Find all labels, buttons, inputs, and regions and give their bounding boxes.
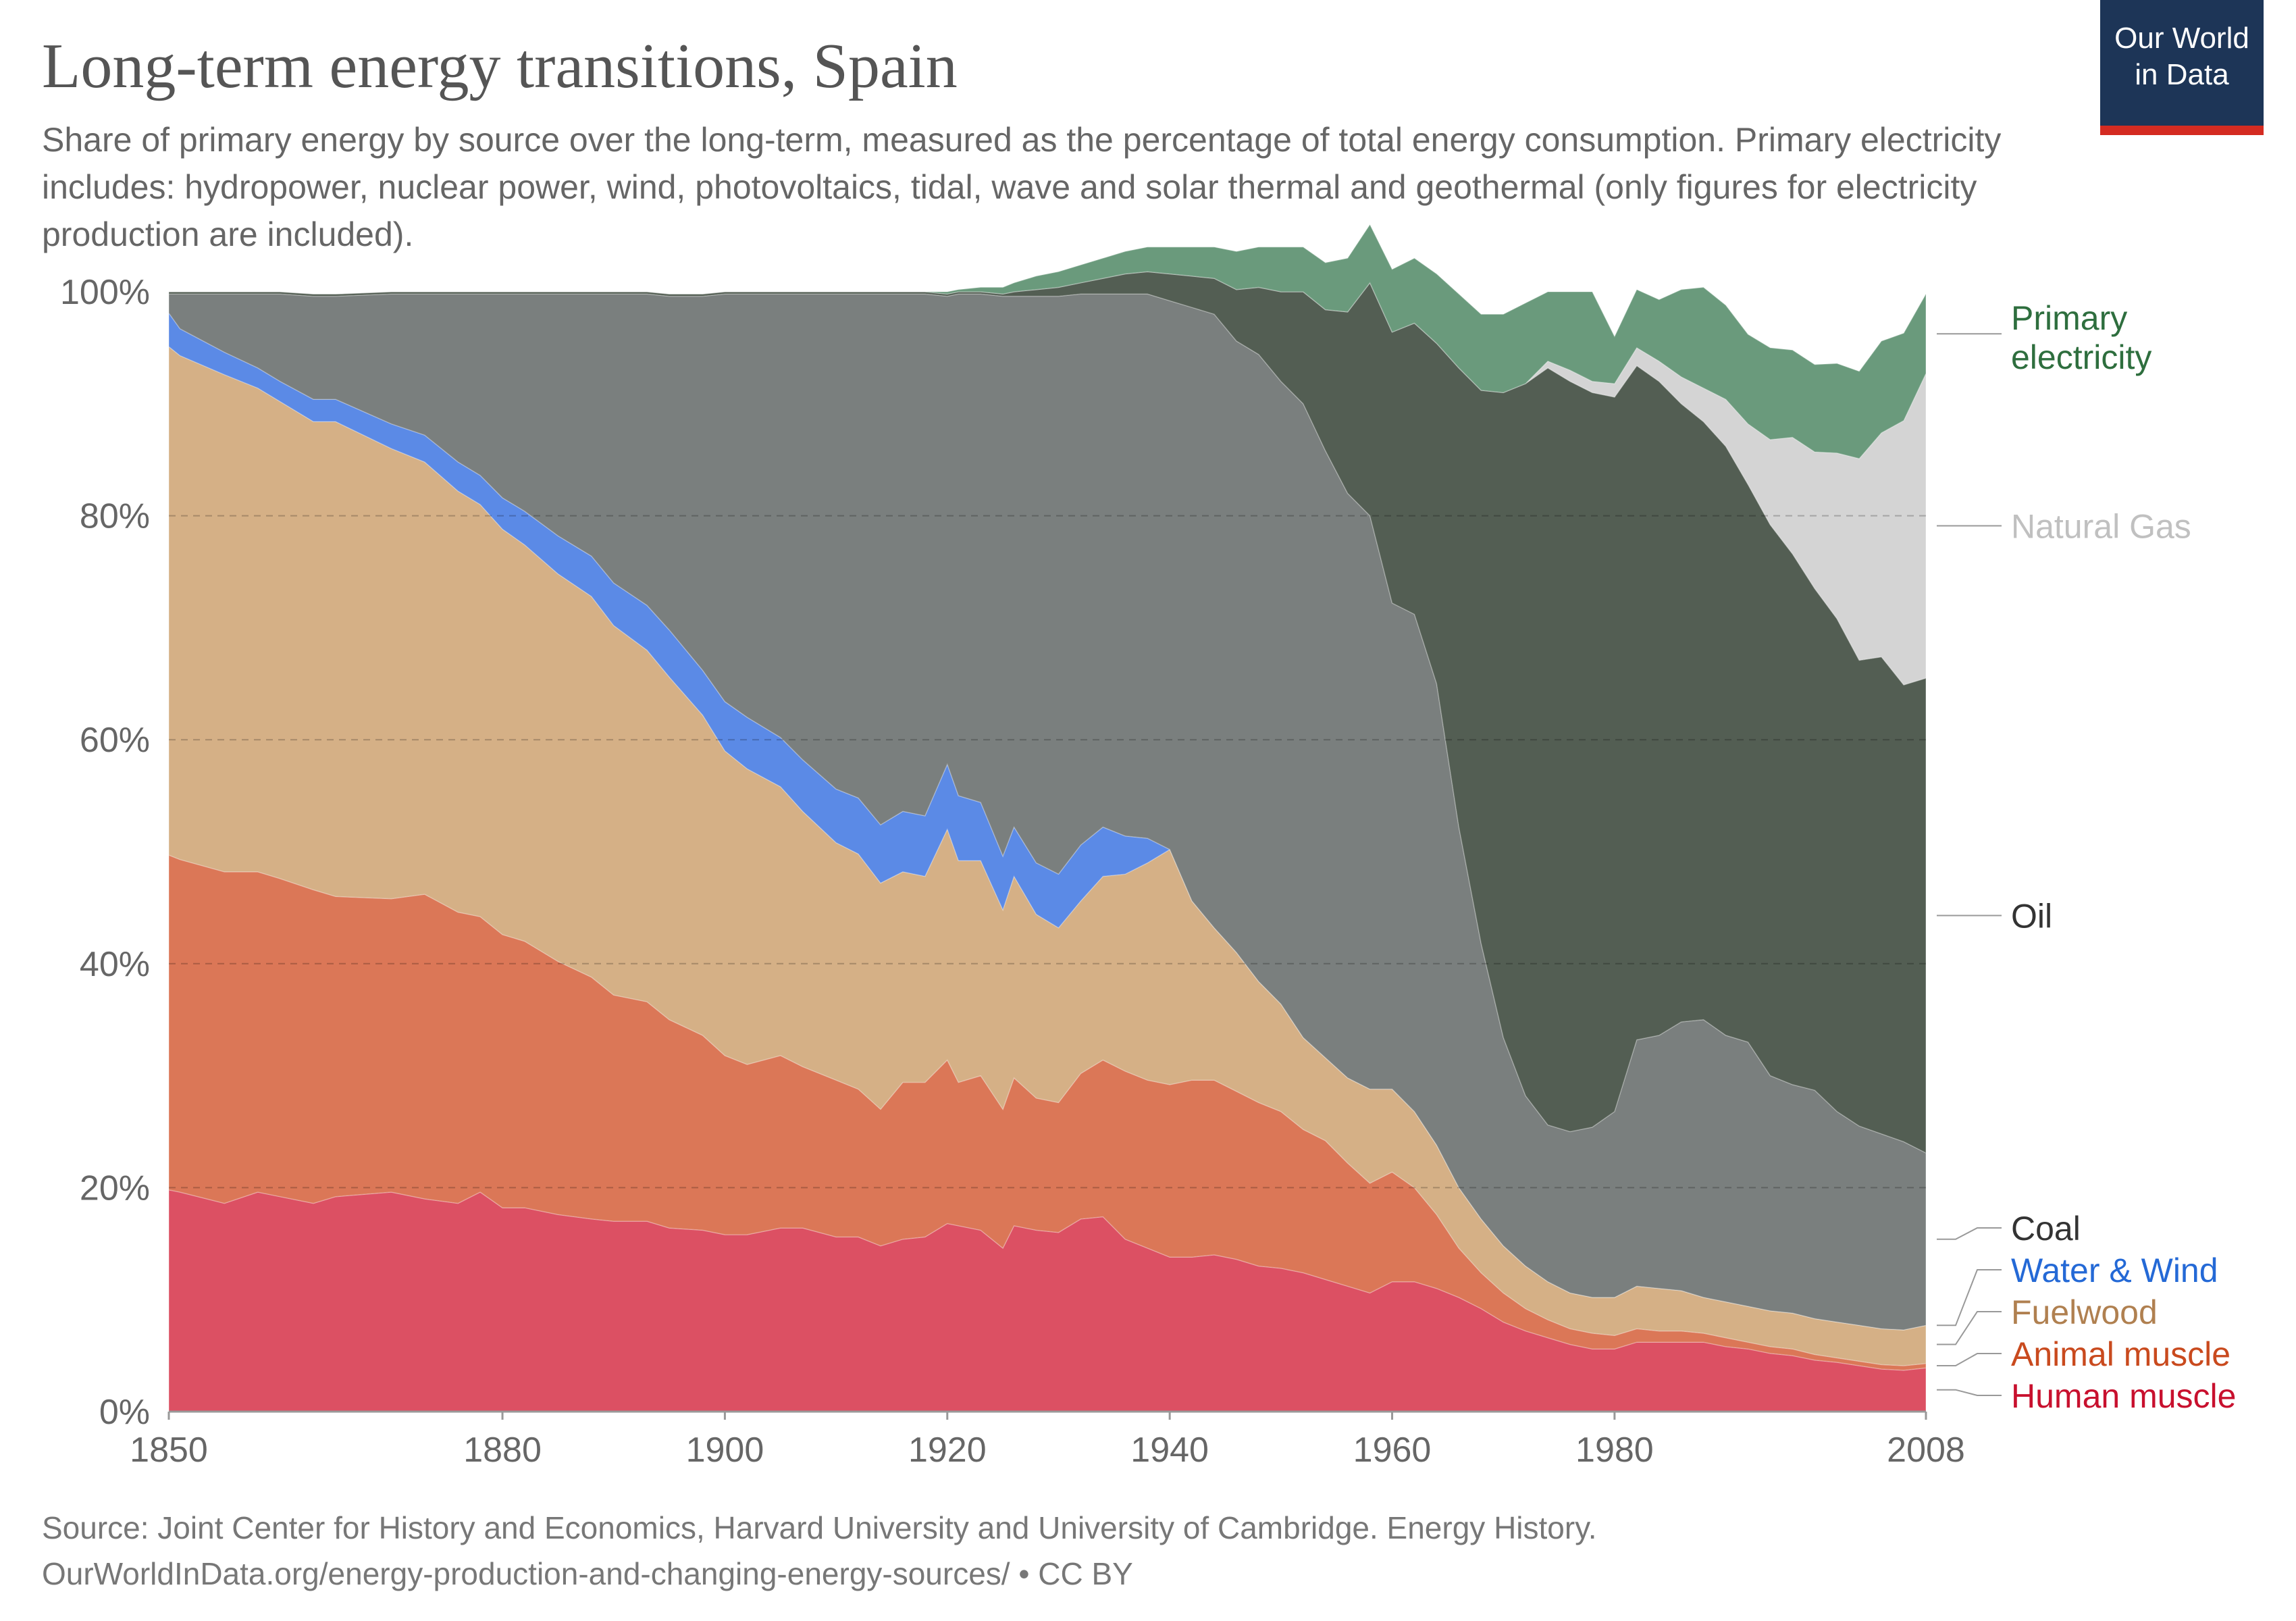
x-tick-label: 1900 — [686, 1431, 764, 1470]
x-tick-label: 1920 — [908, 1431, 987, 1470]
legend-label-natural-gas[interactable]: Natural Gas — [2011, 508, 2191, 546]
legend-leader-line — [1937, 1389, 2002, 1396]
chart-legend: Primary electricity Natural Gas Oil Coal Wate… — [1937, 299, 2236, 1415]
y-axis: 0% 20% 40% 60% 80% 100% — [60, 273, 150, 1432]
legend-label-water-wind[interactable]: Water & Wind — [2011, 1252, 2218, 1289]
chart-areas — [168, 224, 1927, 1412]
legend-leader-line — [1937, 1269, 2002, 1327]
legend-label-oil[interactable]: Oil — [2011, 898, 2052, 935]
y-tick-label: 40% — [80, 945, 150, 984]
x-axis: 1850 1880 1900 1920 1940 1960 1980 2008 — [130, 1410, 1965, 1470]
x-tick-label: 1850 — [130, 1431, 208, 1470]
x-tick-label: 1940 — [1130, 1431, 1209, 1470]
source-line-1: Source: Joint Center for History and Eco… — [42, 1510, 1597, 1545]
legend-leader-line — [1937, 1227, 2002, 1240]
y-tick-label: 100% — [60, 273, 150, 312]
source-line-2[interactable]: OurWorldInData.org/energy-production-and… — [42, 1556, 1133, 1591]
chart-gridlines — [169, 515, 1926, 1189]
chart-subtitle: Share of primary energy by source over t… — [42, 121, 2002, 253]
y-tick-label: 0% — [99, 1393, 150, 1432]
legend-label-animal-muscle[interactable]: Animal muscle — [2011, 1335, 2230, 1373]
legend-label-human-muscle[interactable]: Human muscle — [2011, 1377, 2236, 1415]
y-tick-label: 60% — [80, 721, 150, 760]
logo-accent-bar — [2100, 126, 2264, 135]
area-primary-electricity[interactable] — [169, 224, 1927, 459]
legend-label-primary-electricity[interactable]: Primary electricity — [2011, 299, 2151, 376]
y-tick-label: 80% — [80, 497, 150, 536]
logo-line-1: Our World — [2114, 22, 2249, 55]
x-tick-label: 1980 — [1575, 1431, 1654, 1470]
chart-title: Long-term energy transitions, Spain — [42, 31, 958, 101]
x-tick-label: 2008 — [1887, 1431, 1965, 1470]
legend-label-fuelwood[interactable]: Fuelwood — [2011, 1293, 2158, 1331]
logo-line-2: in Data — [2135, 58, 2229, 91]
area-natural-gas[interactable] — [169, 271, 1927, 686]
legend-label-coal[interactable]: Coal — [2011, 1210, 2081, 1247]
source-note: Source: Joint Center for History and Eco… — [42, 1505, 1597, 1597]
legend-leader-line — [1937, 1311, 2002, 1345]
owid-logo[interactable]: Our World in Data — [2100, 0, 2264, 135]
x-tick-label: 1880 — [463, 1431, 542, 1470]
legend-leader-line — [1937, 1353, 2002, 1366]
y-tick-label: 20% — [80, 1168, 150, 1208]
x-tick-label: 1960 — [1353, 1431, 1432, 1470]
area-oil[interactable] — [168, 271, 1927, 1154]
